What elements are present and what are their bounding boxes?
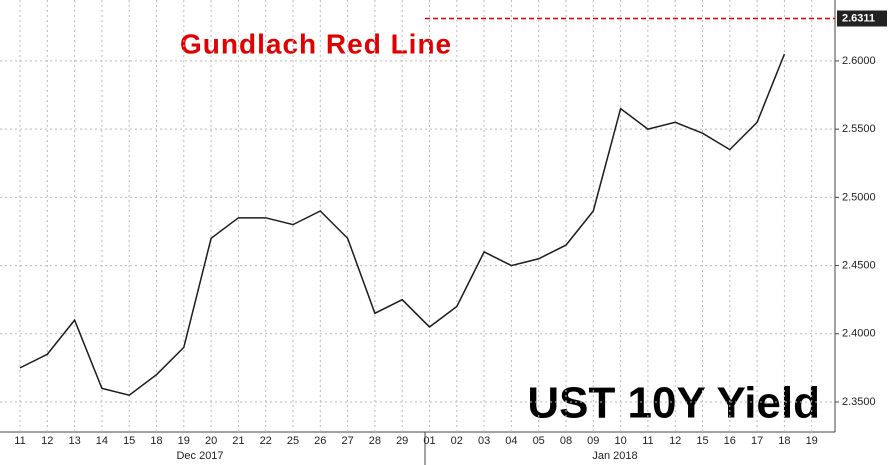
x-tick-label: 02 <box>451 435 463 447</box>
x-tick-label: 09 <box>587 435 599 447</box>
last-value-label: 2.6311 <box>842 12 875 24</box>
x-tick-label: 18 <box>778 435 790 447</box>
month-label: Jan 2018 <box>592 450 637 462</box>
y-tick-label: 2.4500 <box>842 259 876 271</box>
x-tick-label: 18 <box>150 435 162 447</box>
x-tick-label: 19 <box>178 435 190 447</box>
y-tick-label: 2.3500 <box>842 396 876 408</box>
annotation: Gundlach Red Line <box>180 28 452 59</box>
x-tick-label: 12 <box>41 435 53 447</box>
x-tick-label: 25 <box>287 435 299 447</box>
x-tick-label: 05 <box>533 435 545 447</box>
x-tick-label: 26 <box>314 435 326 447</box>
x-tick-label: 15 <box>696 435 708 447</box>
x-tick-label: 04 <box>505 435 517 447</box>
x-tick-label: 19 <box>806 435 818 447</box>
x-tick-label: 21 <box>232 435 244 447</box>
x-tick-label: 12 <box>669 435 681 447</box>
x-tick-label: 11 <box>642 435 653 447</box>
month-label: Dec 2017 <box>176 450 223 462</box>
x-tick-label: 01 <box>423 435 435 447</box>
x-tick-label: 15 <box>123 435 135 447</box>
y-tick-label: 2.6000 <box>842 55 876 67</box>
x-tick-label: 10 <box>614 435 626 447</box>
x-tick-label: 11 <box>14 435 25 447</box>
x-tick-label: 13 <box>68 435 80 447</box>
y-tick-label: 2.5000 <box>842 191 876 203</box>
chart-title: UST 10Y Yield <box>527 379 820 428</box>
x-tick-label: 16 <box>724 435 736 447</box>
x-tick-label: 14 <box>96 435 108 447</box>
x-tick-label: 29 <box>396 435 408 447</box>
x-tick-label: 20 <box>205 435 217 447</box>
x-tick-label: 27 <box>341 435 353 447</box>
last-value-box <box>837 10 887 27</box>
x-tick-label: 08 <box>560 435 572 447</box>
y-tick-label: 2.5500 <box>842 123 876 135</box>
y-tick-label: 2.4000 <box>842 328 876 340</box>
x-tick-label: 22 <box>260 435 272 447</box>
x-tick-label: 28 <box>369 435 381 447</box>
x-tick-label: 03 <box>478 435 490 447</box>
x-tick-label: 17 <box>751 435 763 447</box>
series-line <box>19 53 786 396</box>
